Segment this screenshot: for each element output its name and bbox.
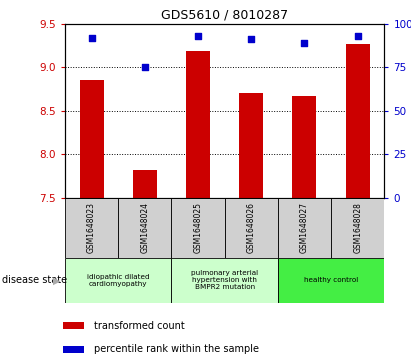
Text: ▶: ▶ [53, 276, 61, 285]
Bar [63, 346, 83, 352]
Bar [239, 93, 263, 198]
Bar [171, 258, 278, 303]
Text: GSM1648025: GSM1648025 [194, 202, 203, 253]
Bar [186, 52, 210, 198]
Bar [224, 198, 278, 258]
Text: GSM1648023: GSM1648023 [87, 202, 96, 253]
Bar [293, 96, 316, 198]
Text: disease state: disease state [2, 276, 67, 285]
Text: GSM1648028: GSM1648028 [353, 202, 362, 253]
Bar [346, 44, 369, 198]
Bar [65, 198, 118, 258]
Text: healthy control: healthy control [304, 277, 358, 284]
Text: GSM1648027: GSM1648027 [300, 202, 309, 253]
Bar [80, 80, 104, 198]
Point [248, 36, 254, 42]
Text: transformed count: transformed count [94, 321, 185, 331]
Point [88, 34, 95, 40]
Text: GSM1648024: GSM1648024 [140, 202, 149, 253]
Point [354, 33, 361, 39]
Bar [65, 258, 171, 303]
Point [301, 40, 308, 46]
Bar [133, 170, 157, 198]
Title: GDS5610 / 8010287: GDS5610 / 8010287 [161, 8, 288, 21]
Bar [63, 322, 83, 329]
Bar [278, 258, 384, 303]
Text: pulmonary arterial
hypertension with
BMPR2 mutation: pulmonary arterial hypertension with BMP… [191, 270, 258, 290]
Point [195, 33, 201, 39]
Bar [278, 198, 331, 258]
Text: GSM1648026: GSM1648026 [247, 202, 256, 253]
Point [141, 64, 148, 70]
Text: idiopathic dilated
cardiomyopathy: idiopathic dilated cardiomyopathy [87, 274, 150, 287]
Bar [118, 198, 171, 258]
Bar [171, 198, 225, 258]
Text: percentile rank within the sample: percentile rank within the sample [94, 344, 259, 354]
Bar [331, 198, 384, 258]
